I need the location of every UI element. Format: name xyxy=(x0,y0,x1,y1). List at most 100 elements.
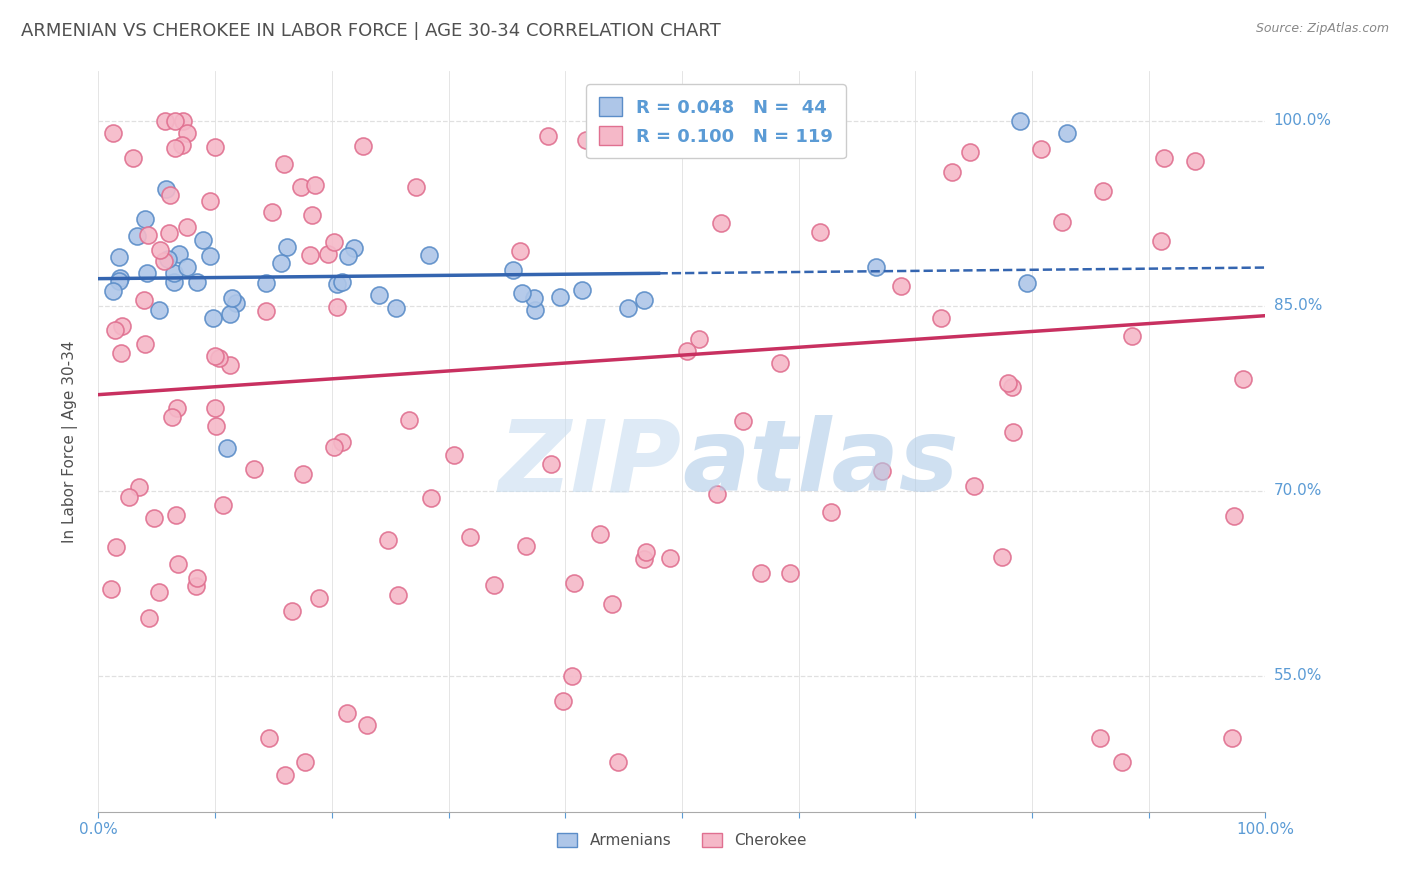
Point xyxy=(633,293,655,307)
Point xyxy=(215,441,238,455)
Point xyxy=(990,549,1012,564)
Point xyxy=(870,464,893,478)
Text: 85.0%: 85.0% xyxy=(1274,298,1322,313)
Point xyxy=(963,478,986,492)
Point xyxy=(751,566,773,581)
Point xyxy=(325,277,347,291)
Point xyxy=(176,220,198,235)
Point xyxy=(443,448,465,462)
Point xyxy=(204,140,226,154)
Point xyxy=(208,351,231,366)
Point xyxy=(103,126,125,140)
Point xyxy=(509,244,531,259)
Point xyxy=(1002,425,1025,439)
Point xyxy=(1223,509,1246,524)
Point xyxy=(166,508,188,522)
Point xyxy=(575,133,598,147)
Point xyxy=(1056,126,1078,140)
Point xyxy=(820,505,842,519)
Point xyxy=(808,225,831,239)
Point xyxy=(308,591,330,606)
Point xyxy=(107,250,129,264)
Point xyxy=(510,285,533,300)
Point xyxy=(134,212,156,227)
Y-axis label: In Labor Force | Age 30-34: In Labor Force | Age 30-34 xyxy=(62,340,77,543)
Point xyxy=(322,440,344,454)
Point xyxy=(377,533,399,548)
Point xyxy=(273,157,295,171)
Point xyxy=(1000,380,1022,394)
Point xyxy=(617,301,640,315)
Point xyxy=(959,145,981,160)
Point xyxy=(153,254,176,268)
Point xyxy=(553,694,575,708)
Point xyxy=(108,271,131,285)
Point xyxy=(104,323,127,337)
Point xyxy=(706,486,728,500)
Point xyxy=(155,181,177,195)
Point xyxy=(336,706,359,720)
Point xyxy=(323,235,346,249)
Point xyxy=(165,113,187,128)
Point xyxy=(368,288,391,302)
Point xyxy=(1090,731,1112,745)
Point xyxy=(186,571,208,585)
Point xyxy=(418,248,440,262)
Point xyxy=(149,243,172,257)
Point xyxy=(731,414,754,428)
Point xyxy=(204,401,226,415)
Point xyxy=(1220,731,1243,745)
Point xyxy=(155,113,177,128)
Point xyxy=(103,285,125,299)
Point xyxy=(136,227,159,242)
Text: 55.0%: 55.0% xyxy=(1274,668,1322,683)
Point xyxy=(387,588,409,602)
Point xyxy=(405,180,427,194)
Point xyxy=(157,252,180,267)
Point xyxy=(385,301,408,316)
Point xyxy=(111,318,134,333)
Point xyxy=(163,266,186,280)
Point xyxy=(548,290,571,304)
Point xyxy=(276,240,298,254)
Point xyxy=(221,291,243,305)
Point xyxy=(218,307,240,321)
Point xyxy=(212,499,235,513)
Point xyxy=(165,141,187,155)
Point xyxy=(290,180,312,194)
Point xyxy=(186,275,208,289)
Point xyxy=(562,576,585,591)
Point xyxy=(167,247,190,261)
Point xyxy=(1184,153,1206,168)
Point xyxy=(294,756,316,770)
Point xyxy=(108,274,131,288)
Point xyxy=(143,511,166,525)
Point xyxy=(571,284,593,298)
Text: 100.0%: 100.0% xyxy=(1274,113,1331,128)
Point xyxy=(281,604,304,618)
Point xyxy=(636,545,658,559)
Point xyxy=(710,216,733,230)
Point xyxy=(202,311,225,326)
Point xyxy=(769,356,792,370)
Point xyxy=(1121,329,1143,343)
Point xyxy=(1017,276,1039,290)
Point xyxy=(176,260,198,274)
Point xyxy=(330,434,353,449)
Point xyxy=(163,275,186,289)
Point xyxy=(176,126,198,140)
Point xyxy=(398,413,420,427)
Point xyxy=(343,241,366,255)
Point xyxy=(676,343,699,358)
Point xyxy=(134,337,156,351)
Point xyxy=(647,134,669,148)
Point xyxy=(997,376,1019,391)
Point xyxy=(160,409,183,424)
Point xyxy=(292,467,315,482)
Point xyxy=(257,731,280,745)
Point xyxy=(1232,372,1254,386)
Text: ZIP: ZIP xyxy=(499,416,682,512)
Point xyxy=(157,226,180,240)
Point xyxy=(865,260,887,275)
Point xyxy=(136,266,159,280)
